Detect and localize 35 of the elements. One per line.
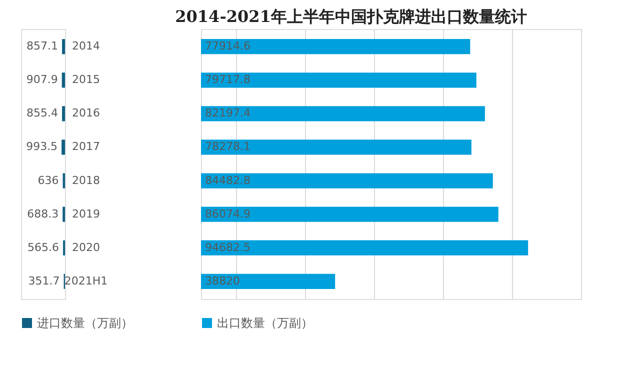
y-tick-label: 2016: [72, 106, 100, 120]
data-label: 86074.9: [205, 207, 250, 220]
bar: [201, 206, 498, 222]
bar: [201, 173, 493, 188]
bar: [201, 140, 472, 155]
y-tick-label: 2014: [72, 40, 100, 53]
data-label: 636: [38, 174, 59, 187]
data-label: 855.4: [26, 106, 58, 120]
y-tick-label: 2020: [72, 240, 100, 254]
data-label: 38820: [205, 274, 240, 288]
legend-label: 进口数量（万副）: [37, 316, 133, 330]
data-label: 82197.4: [205, 106, 250, 120]
y-tick-label: 2015: [72, 73, 100, 86]
data-label: 688.3: [27, 207, 59, 220]
bar: [201, 274, 336, 289]
data-label: 78278.1: [205, 140, 250, 154]
y-tick-label: 2021H1: [64, 274, 108, 288]
data-label: 907.9: [26, 73, 58, 86]
data-label: 77914.6: [205, 40, 250, 53]
data-label: 84482.8: [205, 174, 250, 187]
chart-title: 2014-2021年上半年中国扑克牌进出口数量统计: [175, 7, 527, 26]
data-label: 79717.8: [205, 73, 250, 86]
data-label: 94682.5: [205, 240, 250, 254]
data-label: 857.1: [26, 40, 58, 53]
data-label: 351.7: [28, 274, 60, 288]
y-tick-label: 2019: [72, 207, 100, 220]
legend-label: 出口数量（万副）: [217, 316, 313, 330]
data-label: 993.5: [26, 140, 58, 154]
bar: [201, 39, 470, 54]
bar: [201, 106, 485, 122]
y-tick-label: 2017: [72, 140, 100, 154]
y-tick-label: 2018: [72, 174, 100, 187]
bar: [201, 72, 476, 88]
bar: [201, 240, 528, 256]
data-label: 565.6: [28, 240, 60, 254]
